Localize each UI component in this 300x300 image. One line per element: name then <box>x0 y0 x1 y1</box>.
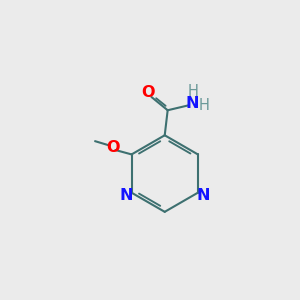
Text: N: N <box>185 96 199 111</box>
Text: N: N <box>196 188 210 202</box>
Text: H: H <box>188 84 199 99</box>
Text: O: O <box>141 85 155 100</box>
Text: N: N <box>119 188 133 202</box>
Text: H: H <box>199 98 210 113</box>
Text: O: O <box>106 140 120 155</box>
